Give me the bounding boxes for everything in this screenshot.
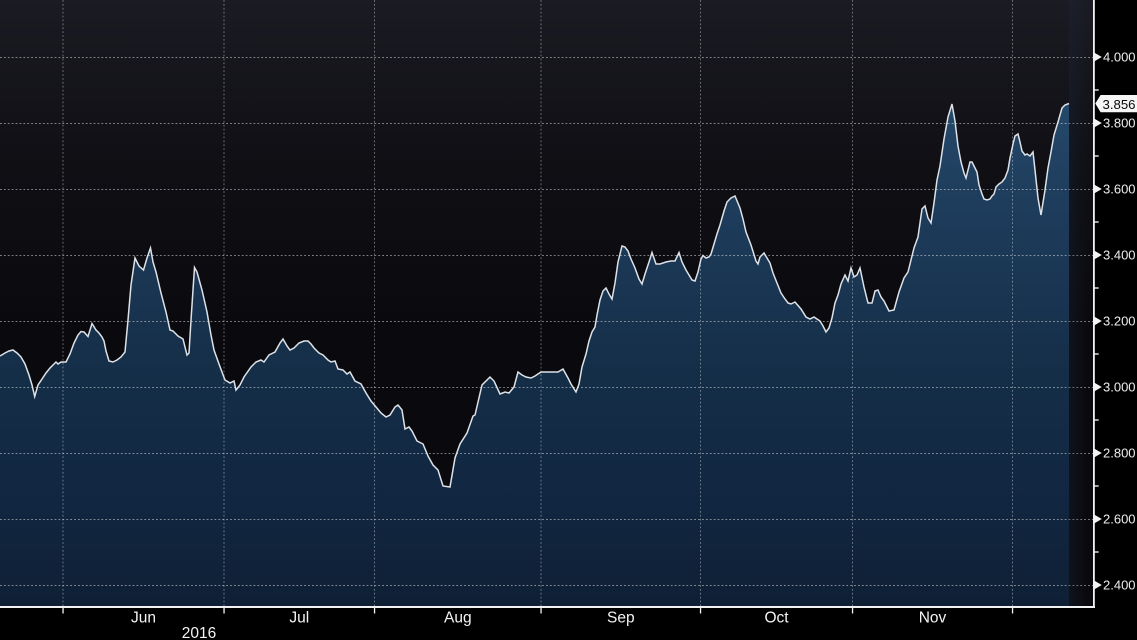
svg-text:Nov: Nov xyxy=(919,610,947,627)
svg-text:Aug: Aug xyxy=(444,610,472,627)
svg-text:4.000: 4.000 xyxy=(1103,50,1136,65)
svg-text:3.000: 3.000 xyxy=(1103,380,1136,395)
svg-text:2016: 2016 xyxy=(182,625,216,640)
svg-text:Jun: Jun xyxy=(131,610,156,627)
svg-text:3.856: 3.856 xyxy=(1103,97,1136,112)
svg-text:Oct: Oct xyxy=(764,610,789,627)
svg-text:Sep: Sep xyxy=(607,610,635,627)
svg-text:2.400: 2.400 xyxy=(1103,578,1136,593)
svg-text:3.800: 3.800 xyxy=(1103,116,1136,131)
svg-text:3.200: 3.200 xyxy=(1103,314,1136,329)
svg-text:Jul: Jul xyxy=(289,610,309,627)
svg-text:2.800: 2.800 xyxy=(1103,446,1136,461)
svg-text:3.400: 3.400 xyxy=(1103,248,1136,263)
svg-text:3.600: 3.600 xyxy=(1103,182,1136,197)
svg-text:2.600: 2.600 xyxy=(1103,512,1136,527)
